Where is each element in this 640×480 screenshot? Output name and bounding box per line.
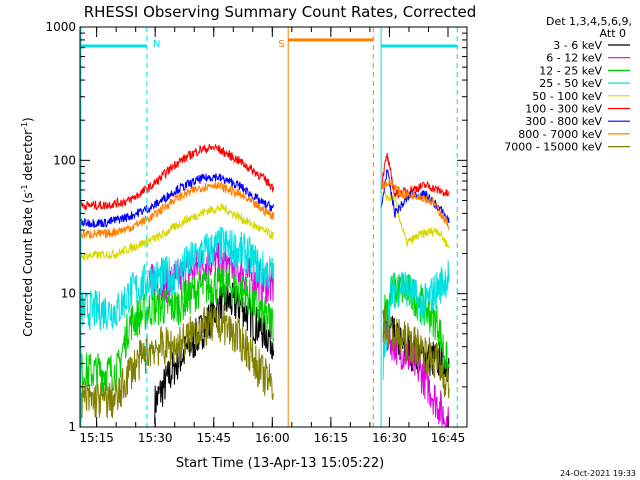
- chart-title: RHESSI Observing Summary Count Rates, Co…: [84, 3, 477, 21]
- x-tick-label: 16:45: [431, 431, 466, 445]
- series-line-0: [154, 279, 275, 424]
- legend-label-2: 12 - 25 keV: [539, 64, 602, 77]
- series-line-4: [79, 202, 275, 262]
- series-line-6: [380, 169, 450, 224]
- x-tick-label: 16:15: [314, 431, 349, 445]
- y-tick-label: 10: [61, 287, 76, 301]
- x-axis-label: Start Time (13-Apr-13 15:05:22): [176, 456, 384, 471]
- annotation-label-0: N: [153, 39, 160, 50]
- plot-area: N S 1 10 100 1000 15:15 15:30 15:45 16:00 16:15 16…: [45, 20, 468, 445]
- x-tick-label: 15:15: [79, 431, 114, 445]
- y-tick-label: 100: [53, 153, 76, 167]
- legend-header-1: Det 1,3,4,5,6,9,: [546, 15, 632, 28]
- x-tick-label: 16:30: [372, 431, 407, 445]
- x-tick-label: 16:00: [255, 431, 290, 445]
- y-tick-label: 1: [68, 420, 76, 434]
- x-tick-label: 15:30: [138, 431, 173, 445]
- legend-label-8: 7000 - 15000 keV: [504, 141, 602, 154]
- y-axis-label: Corrected Count Rate (s-1 detector-1): [20, 117, 35, 336]
- legend-label-1: 6 - 12 keV: [546, 52, 602, 65]
- plot-frame: [79, 26, 468, 428]
- series-line-7: [79, 181, 275, 240]
- series-line-8: [79, 304, 275, 420]
- legend-label-3: 25 - 50 keV: [539, 77, 602, 90]
- series-line-8: [382, 306, 450, 399]
- series-line-7: [380, 178, 450, 231]
- legend-header-2: Att 0: [600, 27, 626, 40]
- series-line-5: [79, 143, 275, 211]
- legend-label-6: 300 - 800 keV: [525, 115, 602, 128]
- series-line-3: [382, 260, 450, 380]
- legend-label-7: 800 - 7000 keV: [518, 128, 602, 141]
- y-tick-label: 1000: [45, 20, 76, 34]
- legend-label-0: 3 - 6 keV: [553, 39, 602, 52]
- date-stamp: 24-Oct-2021 19:33: [560, 469, 636, 478]
- series-line-4: [382, 191, 450, 249]
- series-line-6: [79, 172, 275, 229]
- legend-label-4: 50 - 100 keV: [532, 90, 602, 103]
- annotation-label-1: S: [278, 39, 284, 50]
- series-line-3: [79, 226, 275, 331]
- x-tick-label: 15:45: [196, 431, 231, 445]
- legend-label-5: 100 - 300 keV: [525, 103, 602, 116]
